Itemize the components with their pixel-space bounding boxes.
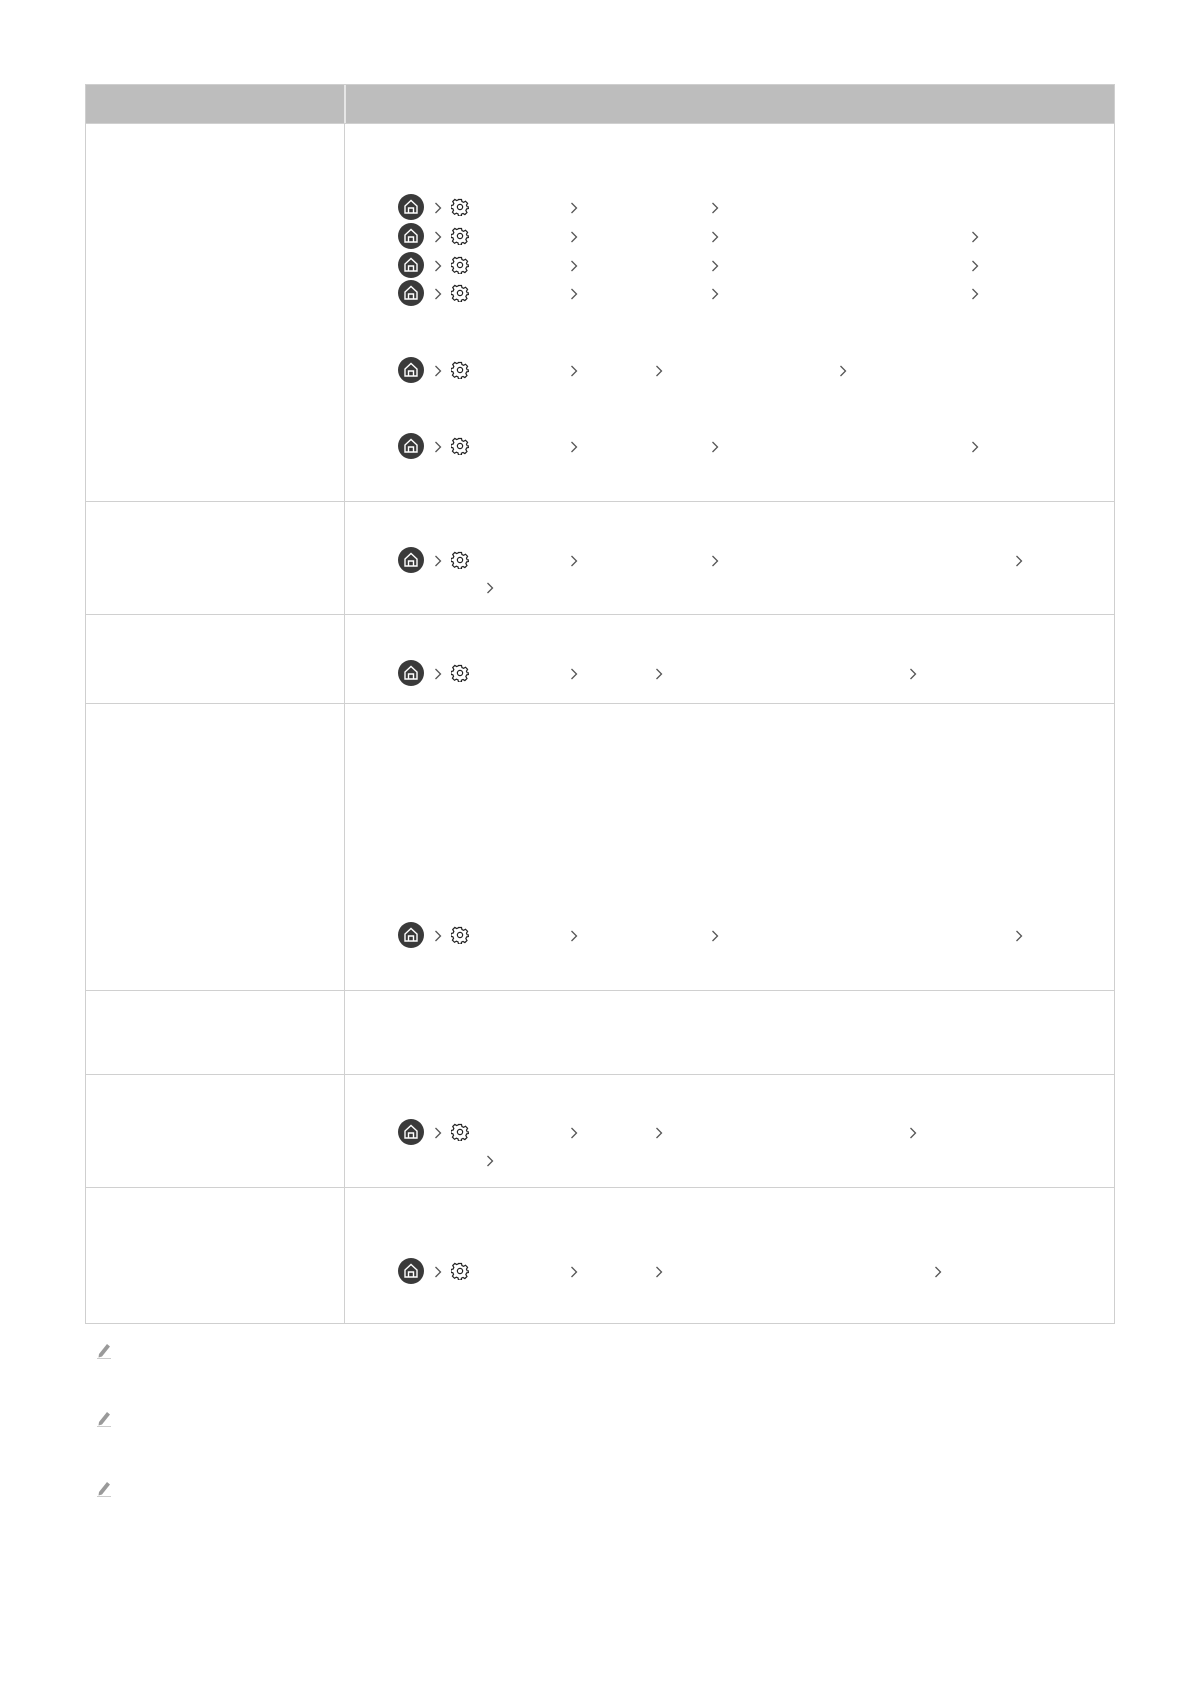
chevron-right-icon	[434, 230, 442, 243]
chevron-right-icon	[434, 364, 442, 377]
home-icon	[398, 433, 424, 459]
chevron-right-icon	[655, 364, 663, 377]
row-divider	[86, 614, 1114, 615]
home-icon	[398, 194, 424, 220]
home-icon	[398, 252, 424, 278]
chevron-right-icon	[434, 259, 442, 272]
chevron-right-icon	[434, 667, 442, 680]
chevron-right-icon	[971, 440, 979, 453]
settings-gear-icon	[450, 227, 470, 246]
chevron-right-icon	[711, 230, 719, 243]
chevron-right-icon	[570, 667, 578, 680]
home-icon	[398, 223, 424, 249]
pencil-note-icon	[96, 1409, 112, 1427]
chevron-right-icon	[1015, 929, 1023, 942]
column-divider	[344, 123, 345, 1323]
chevron-right-icon	[434, 1126, 442, 1139]
chevron-right-icon	[711, 259, 719, 272]
home-icon	[398, 1258, 424, 1284]
row-divider	[86, 990, 1114, 991]
header-divider	[344, 85, 346, 123]
chevron-right-icon	[934, 1265, 942, 1278]
row-divider	[86, 501, 1114, 502]
home-icon	[398, 357, 424, 383]
chevron-right-icon	[971, 287, 979, 300]
chevron-right-icon	[570, 1265, 578, 1278]
chevron-right-icon	[434, 929, 442, 942]
chevron-right-icon	[434, 287, 442, 300]
row-divider	[86, 1187, 1114, 1188]
settings-gear-icon	[450, 361, 470, 380]
chevron-right-icon	[570, 554, 578, 567]
chevron-right-icon	[711, 287, 719, 300]
home-icon	[398, 922, 424, 948]
chevron-right-icon	[971, 230, 979, 243]
home-icon	[398, 280, 424, 306]
chevron-right-icon	[434, 554, 442, 567]
settings-gear-icon	[450, 198, 470, 217]
table-header	[86, 85, 1114, 123]
settings-gear-icon	[450, 437, 470, 456]
chevron-right-icon	[570, 201, 578, 214]
chevron-right-icon	[570, 364, 578, 377]
chevron-right-icon	[434, 440, 442, 453]
chevron-right-icon	[486, 581, 494, 594]
settings-gear-icon	[450, 1262, 470, 1281]
row-divider	[86, 703, 1114, 704]
home-icon	[398, 1119, 424, 1145]
settings-gear-icon	[450, 284, 470, 303]
settings-gear-icon	[450, 551, 470, 570]
row-divider	[86, 1074, 1114, 1075]
chevron-right-icon	[655, 667, 663, 680]
settings-gear-icon	[450, 926, 470, 945]
chevron-right-icon	[1015, 554, 1023, 567]
pencil-note-icon	[96, 1479, 112, 1497]
settings-gear-icon	[450, 1123, 470, 1142]
chevron-right-icon	[655, 1265, 663, 1278]
chevron-right-icon	[909, 1126, 917, 1139]
chevron-right-icon	[570, 929, 578, 942]
home-icon	[398, 660, 424, 686]
chevron-right-icon	[655, 1126, 663, 1139]
chevron-right-icon	[711, 554, 719, 567]
pencil-note-icon	[96, 1341, 112, 1359]
chevron-right-icon	[711, 201, 719, 214]
settings-table	[85, 84, 1115, 1324]
chevron-right-icon	[434, 201, 442, 214]
chevron-right-icon	[570, 287, 578, 300]
settings-gear-icon	[450, 664, 470, 683]
chevron-right-icon	[570, 1126, 578, 1139]
chevron-right-icon	[711, 929, 719, 942]
chevron-right-icon	[839, 364, 847, 377]
chevron-right-icon	[711, 440, 719, 453]
chevron-right-icon	[570, 440, 578, 453]
chevron-right-icon	[570, 230, 578, 243]
settings-gear-icon	[450, 256, 470, 275]
row-divider	[86, 123, 1114, 124]
chevron-right-icon	[909, 667, 917, 680]
chevron-right-icon	[486, 1154, 494, 1167]
home-icon	[398, 547, 424, 573]
chevron-right-icon	[434, 1265, 442, 1278]
chevron-right-icon	[971, 259, 979, 272]
chevron-right-icon	[570, 259, 578, 272]
